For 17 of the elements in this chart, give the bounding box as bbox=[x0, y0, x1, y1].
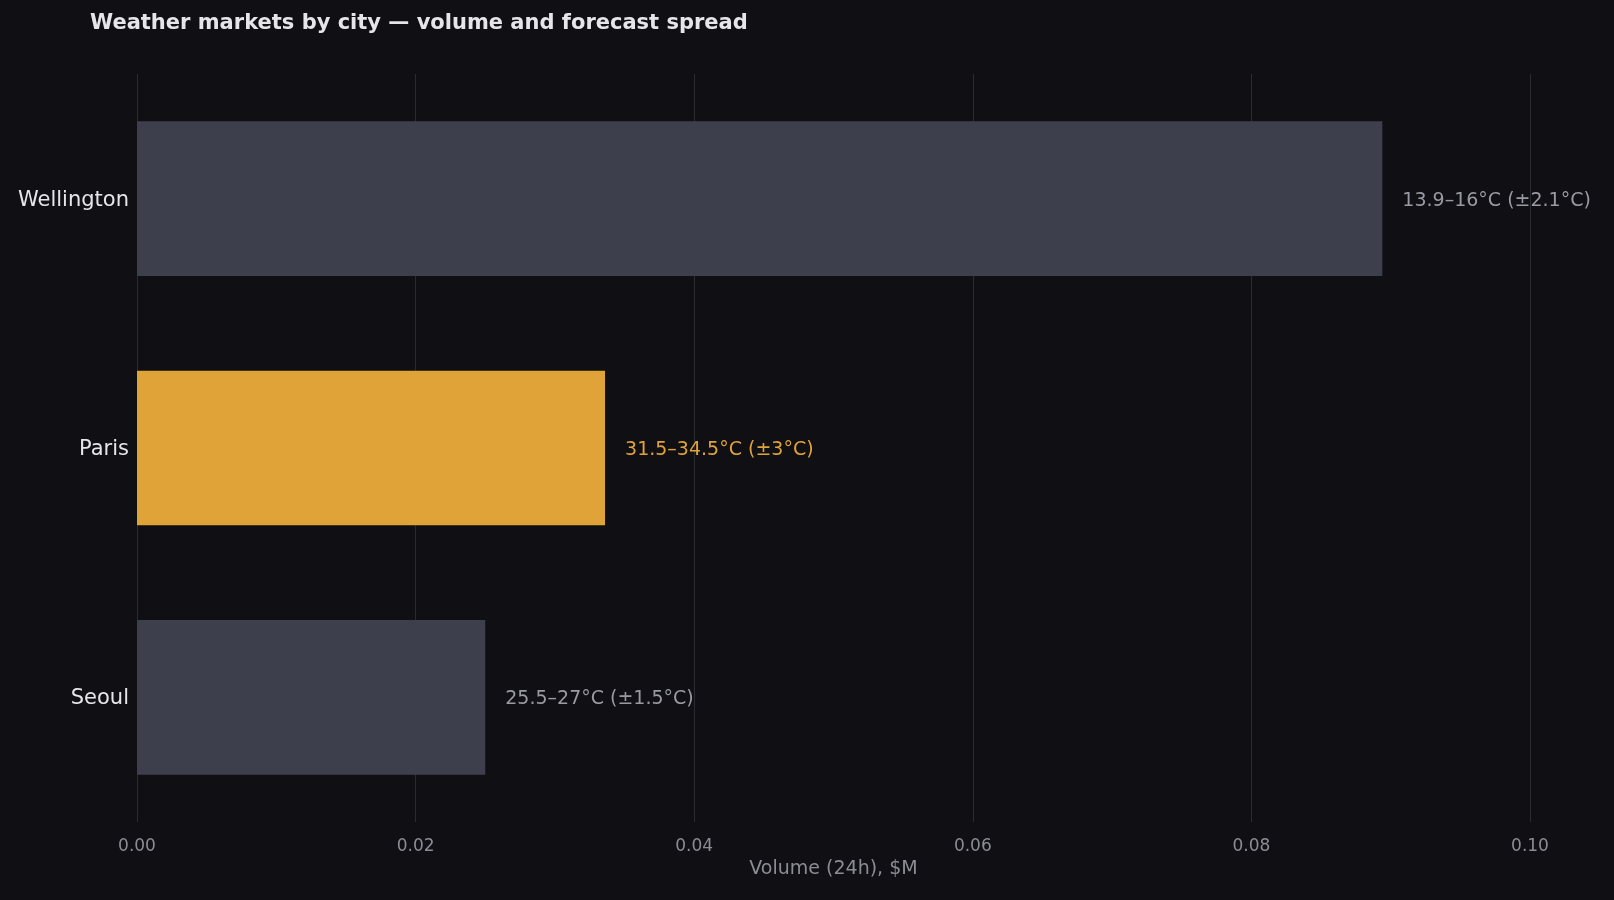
x-tick-label: 0.08 bbox=[1232, 834, 1271, 855]
data-label: 31.5–34.5°C (±3°C) bbox=[625, 437, 814, 459]
x-tick-label: 0.10 bbox=[1511, 834, 1549, 855]
y-tick-label: Seoul bbox=[70, 685, 129, 710]
bar bbox=[137, 620, 486, 775]
y-tick-label: Wellington bbox=[18, 186, 129, 211]
data-label: 25.5–27°C (±1.5°C) bbox=[505, 686, 694, 709]
x-tick-label: 0.06 bbox=[953, 834, 992, 855]
bar bbox=[137, 370, 606, 526]
x-tick-label: 0.04 bbox=[675, 834, 714, 855]
x-axis-title: Volume (24h), $M bbox=[749, 856, 918, 879]
chart-title: Weather markets by city — volume and forecast spread bbox=[90, 9, 748, 34]
x-tick-label: 0.02 bbox=[396, 834, 435, 855]
y-tick-label: Paris bbox=[79, 436, 129, 460]
x-tick-label: 0.00 bbox=[118, 834, 156, 855]
bar bbox=[137, 121, 1383, 276]
data-label: 13.9–16°C (±2.1°C) bbox=[1402, 187, 1591, 210]
